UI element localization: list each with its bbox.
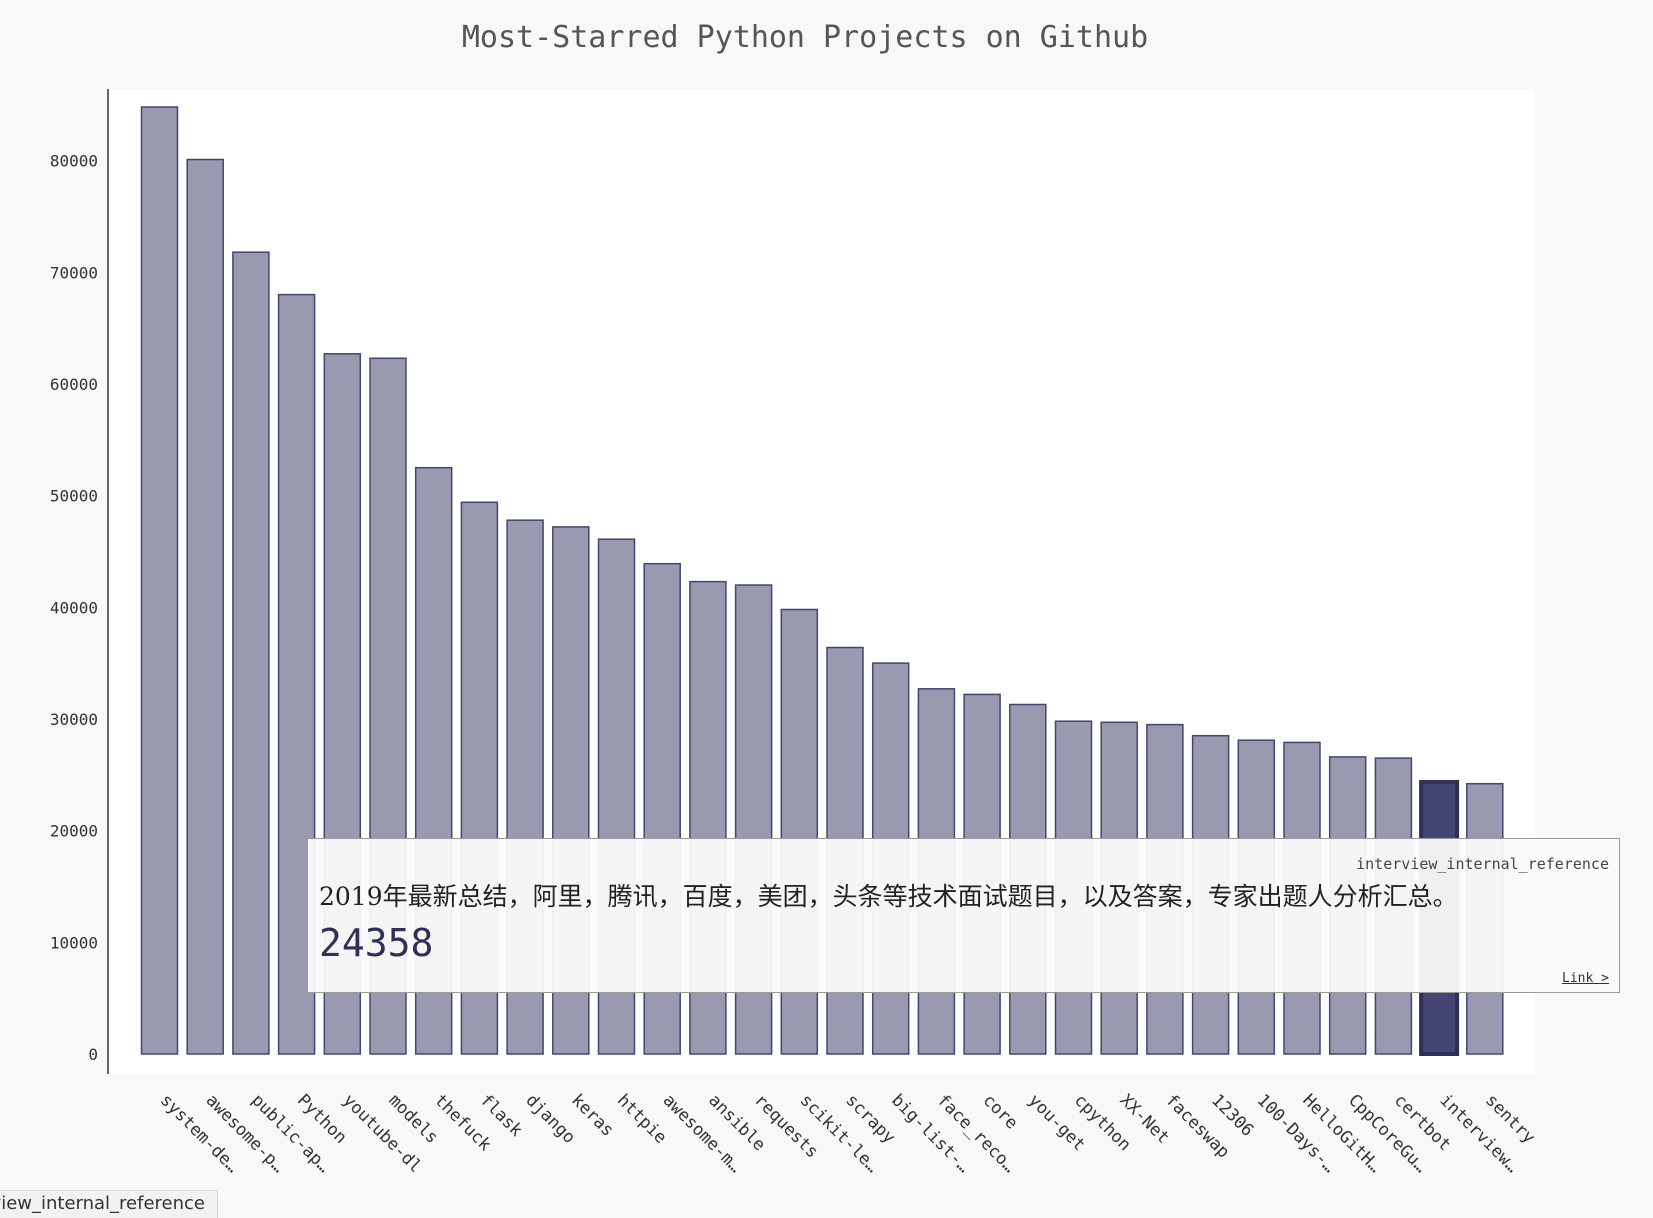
y-tick-label: 80000 [50, 152, 98, 171]
y-tick-label: 30000 [50, 710, 98, 729]
y-tick-label: 40000 [50, 598, 98, 617]
y-tick-label: 70000 [50, 263, 98, 282]
x-tick-label: httpie [613, 1090, 671, 1148]
tooltip: interview_internal_reference 2019年最新总结，阿… [307, 838, 1620, 993]
bar-0[interactable] [140, 106, 179, 1055]
y-tick-label: 0 [88, 1045, 98, 1064]
tooltip-project-name: interview_internal_reference [1356, 855, 1609, 873]
y-tick-label: 60000 [50, 375, 98, 394]
tooltip-value: 24358 [319, 921, 434, 965]
tooltip-link[interactable]: Link > [1562, 971, 1609, 986]
y-axis-ticks: 0 10000 20000 30000 40000 50000 60000 70000 8000… [50, 152, 98, 1064]
bar-1[interactable] [186, 158, 224, 1055]
y-tick-label: 20000 [50, 822, 98, 841]
status-bar-text: interview_internal_reference [0, 1193, 205, 1214]
x-axis-ticks: system-de…awesome-p…public-ap…Pythonyout… [156, 1090, 1539, 1177]
status-bar: interview_internal_reference [0, 1190, 218, 1218]
y-tick-label: 10000 [50, 933, 98, 952]
bar-2[interactable] [232, 251, 270, 1055]
y-tick-label: 50000 [50, 487, 98, 506]
x-tick-label: django [522, 1090, 580, 1148]
chart-title: Most-Starred Python Projects on Github [462, 20, 1148, 55]
tooltip-description: 2019年最新总结，阿里，腾讯，百度，美团，头条等技术面试题目，以及答案，专家出… [319, 882, 1458, 911]
